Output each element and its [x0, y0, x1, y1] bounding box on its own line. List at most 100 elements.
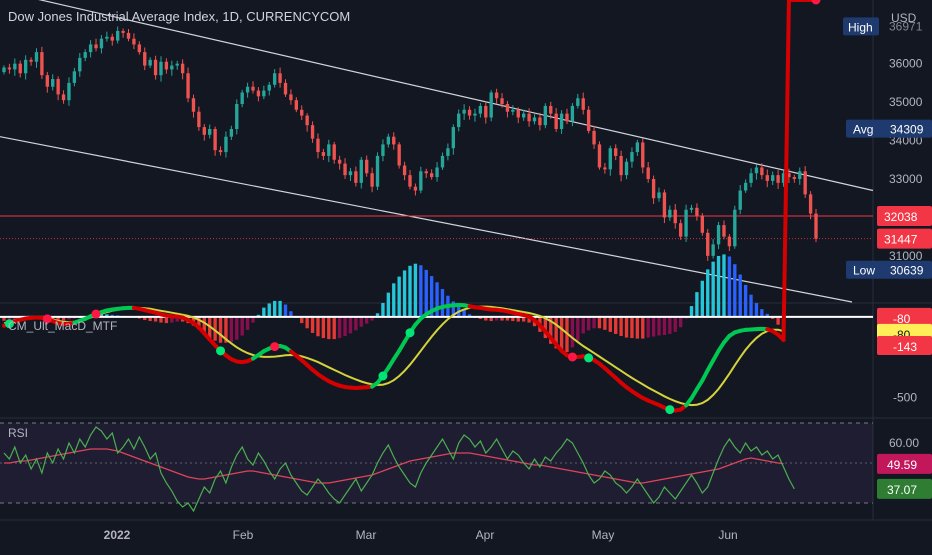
candle-body	[554, 114, 557, 129]
macd-histogram-bar	[333, 317, 336, 339]
candle-body	[803, 171, 806, 194]
macd-histogram-bar	[414, 264, 417, 317]
candle-body	[316, 139, 319, 152]
candle-body	[549, 106, 552, 114]
candle-body	[197, 112, 200, 127]
candle-body	[506, 104, 509, 112]
candle-body	[148, 60, 151, 66]
time-tick-label: Mar	[356, 528, 377, 542]
macd-histogram-bar	[592, 317, 595, 328]
candle-body	[376, 156, 379, 187]
candle-body	[56, 79, 59, 94]
candle-body	[711, 244, 714, 256]
macd-histogram-bar	[776, 317, 779, 325]
candle-body	[695, 208, 698, 216]
candle-body	[154, 60, 157, 75]
macd-histogram-bar	[397, 277, 400, 317]
candle-body	[176, 64, 179, 66]
macd-histogram-bar	[387, 293, 390, 317]
macd-cross-marker	[270, 342, 279, 351]
candle-body	[354, 171, 357, 183]
candle-body	[100, 39, 103, 49]
candle-body	[419, 171, 422, 190]
candle-body	[766, 175, 769, 181]
candle-body	[257, 91, 260, 97]
macd-histogram-bar	[733, 264, 736, 317]
candle-body	[776, 175, 779, 183]
macd-histogram-bar	[582, 317, 585, 334]
price-level-value: 32038	[884, 210, 918, 224]
macd-histogram-bar	[695, 292, 698, 317]
candle-body	[397, 144, 400, 165]
candle-body	[473, 114, 476, 116]
candle-body	[690, 208, 693, 210]
macd-histogram-bar	[701, 281, 704, 317]
macd-histogram-bar	[625, 317, 628, 338]
candle-body	[40, 52, 43, 75]
candle-body	[522, 114, 525, 118]
macd-histogram-bar	[322, 317, 325, 338]
candle-body	[138, 44, 141, 52]
macd-histogram-bar	[425, 270, 428, 317]
macd-histogram-bar	[744, 285, 747, 317]
candle-body	[46, 75, 49, 87]
candle-body	[338, 160, 341, 164]
candle-body	[300, 110, 303, 116]
candle-body	[143, 52, 146, 65]
candle-body	[452, 127, 455, 148]
macd-histogram-bar	[246, 317, 249, 330]
high-label: High	[848, 20, 873, 34]
macd-histogram-bar	[598, 317, 601, 328]
candle-body	[793, 177, 796, 179]
candle-body	[668, 210, 671, 218]
candle-body	[674, 210, 677, 223]
candle-body	[592, 131, 595, 144]
candle-body	[241, 92, 244, 104]
candle-body	[517, 110, 520, 118]
macd-histogram-bar	[690, 306, 693, 317]
macd-histogram-bar	[327, 317, 330, 339]
price-level-value: 31447	[884, 233, 918, 247]
macd-histogram-bar	[668, 317, 671, 334]
macd-histogram-bar	[739, 275, 742, 317]
candle-body	[636, 142, 639, 152]
candle-body	[527, 114, 530, 122]
macd-histogram-bar	[647, 317, 650, 338]
macd-histogram-bar	[603, 317, 606, 330]
macd-histogram-bar	[235, 317, 238, 340]
rsi-indicator-label[interactable]: RSI	[8, 426, 28, 440]
candle-body	[289, 94, 292, 100]
candle-body	[814, 214, 817, 239]
avg-label: Avg	[853, 123, 873, 137]
candle-body	[268, 85, 271, 91]
candle-body	[739, 191, 742, 210]
macd-cross-marker	[584, 353, 593, 362]
macd-histogram-bar	[273, 301, 276, 317]
macd-histogram-bar	[381, 303, 384, 317]
candle-body	[116, 31, 119, 41]
candle-body	[544, 106, 547, 125]
macd-cross-marker	[378, 371, 387, 380]
low-value-label: 30639	[890, 264, 924, 278]
macd-histogram-bar	[365, 317, 368, 324]
candle-body	[111, 37, 114, 41]
macd-indicator-label[interactable]: CM_Ult_MacD_MTF	[8, 319, 117, 333]
macd-histogram-bar	[674, 317, 677, 332]
macd-histogram-bar	[462, 310, 465, 317]
macd-histogram-bar	[230, 317, 233, 342]
candle-body	[219, 150, 222, 152]
macd-histogram-bar	[587, 317, 590, 330]
macd-histogram-bar	[755, 303, 758, 317]
candle-body	[679, 223, 682, 236]
candle-body	[446, 148, 449, 156]
candle-body	[755, 167, 758, 173]
candle-body	[181, 64, 184, 74]
macd-histogram-bar	[614, 317, 617, 334]
candle-body	[641, 142, 644, 167]
macd-histogram-bar	[360, 317, 363, 327]
macd-histogram-bar	[652, 317, 655, 337]
candle-body	[19, 64, 22, 74]
candle-body	[663, 192, 666, 217]
macd-histogram-bar	[657, 317, 660, 336]
